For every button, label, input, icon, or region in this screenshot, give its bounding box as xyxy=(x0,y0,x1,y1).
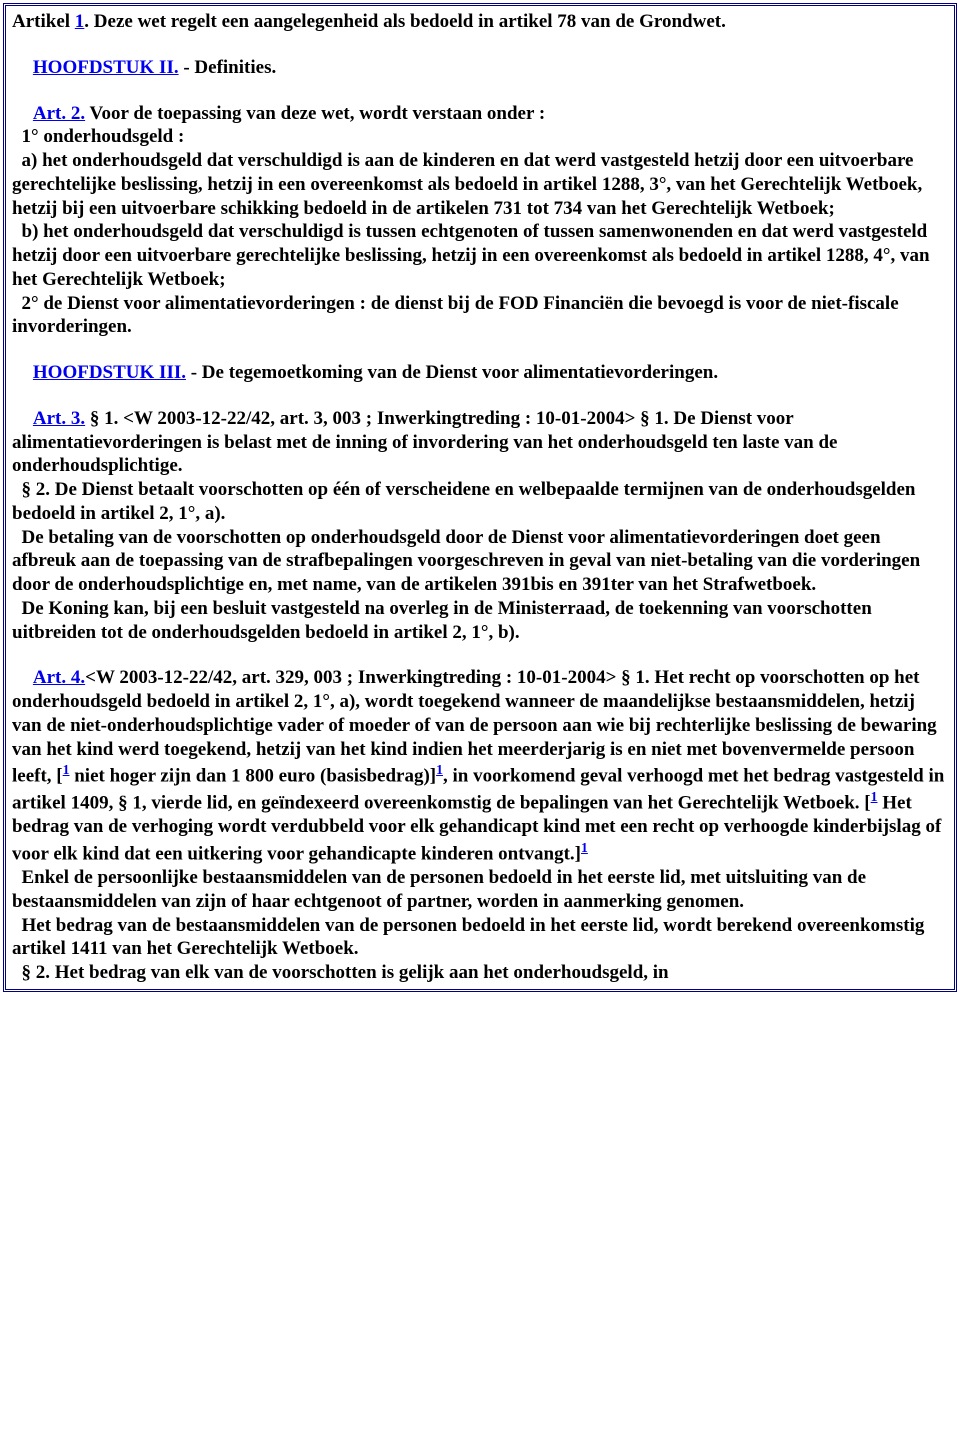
artikel-3-body: § 1. <W 2003-12-22/42, art. 3, 003 ; Inw… xyxy=(12,408,925,643)
footnote-1-link[interactable]: 1 xyxy=(581,840,588,855)
artikel-1-body: . Deze wet regelt een aangelegenheid als… xyxy=(84,11,726,32)
artikel-4-tail: Enkel de persoonlijke bestaansmiddelen v… xyxy=(12,867,929,983)
artikel-2-body: Voor de toepassing van deze wet, wordt v… xyxy=(12,103,934,338)
hoofdstuk-2-link[interactable]: HOOFDSTUK II. xyxy=(33,57,179,78)
hoofdstuk-3-heading: HOOFDSTUK III. - De tegemoetkoming van d… xyxy=(12,361,948,385)
artikel-4-link[interactable]: Art. 4. xyxy=(33,667,85,688)
artikel-2-link[interactable]: Art. 2. xyxy=(33,103,85,124)
hoofdstuk-3-link[interactable]: HOOFDSTUK III. xyxy=(33,362,186,383)
hoofdstuk-2-heading: HOOFDSTUK II. - Definities. xyxy=(12,56,948,80)
artikel-2-paragraph: Art. 2. Voor de toepassing van deze wet,… xyxy=(12,102,948,340)
artikel-3-link[interactable]: Art. 3. xyxy=(33,408,85,429)
artikel-1-link[interactable]: 1 xyxy=(75,11,85,32)
document-frame: Artikel 1. Deze wet regelt een aangelege… xyxy=(3,3,957,992)
artikel-4-seg2: niet hoger zijn dan 1 800 euro (basisbed… xyxy=(69,766,436,787)
hoofdstuk-2-rest: - Definities. xyxy=(179,57,277,78)
artikel-1-prefix: Artikel xyxy=(12,11,75,32)
artikel-4-paragraph: Art. 4.<W 2003-12-22/42, art. 329, 003 ;… xyxy=(12,666,948,985)
footnote-1-link[interactable]: 1 xyxy=(436,762,443,777)
artikel-1-paragraph: Artikel 1. Deze wet regelt een aangelege… xyxy=(12,10,948,34)
artikel-3-paragraph: Art. 3. § 1. <W 2003-12-22/42, art. 3, 0… xyxy=(12,407,948,645)
hoofdstuk-3-rest: - De tegemoetkoming van de Dienst voor a… xyxy=(186,362,718,383)
